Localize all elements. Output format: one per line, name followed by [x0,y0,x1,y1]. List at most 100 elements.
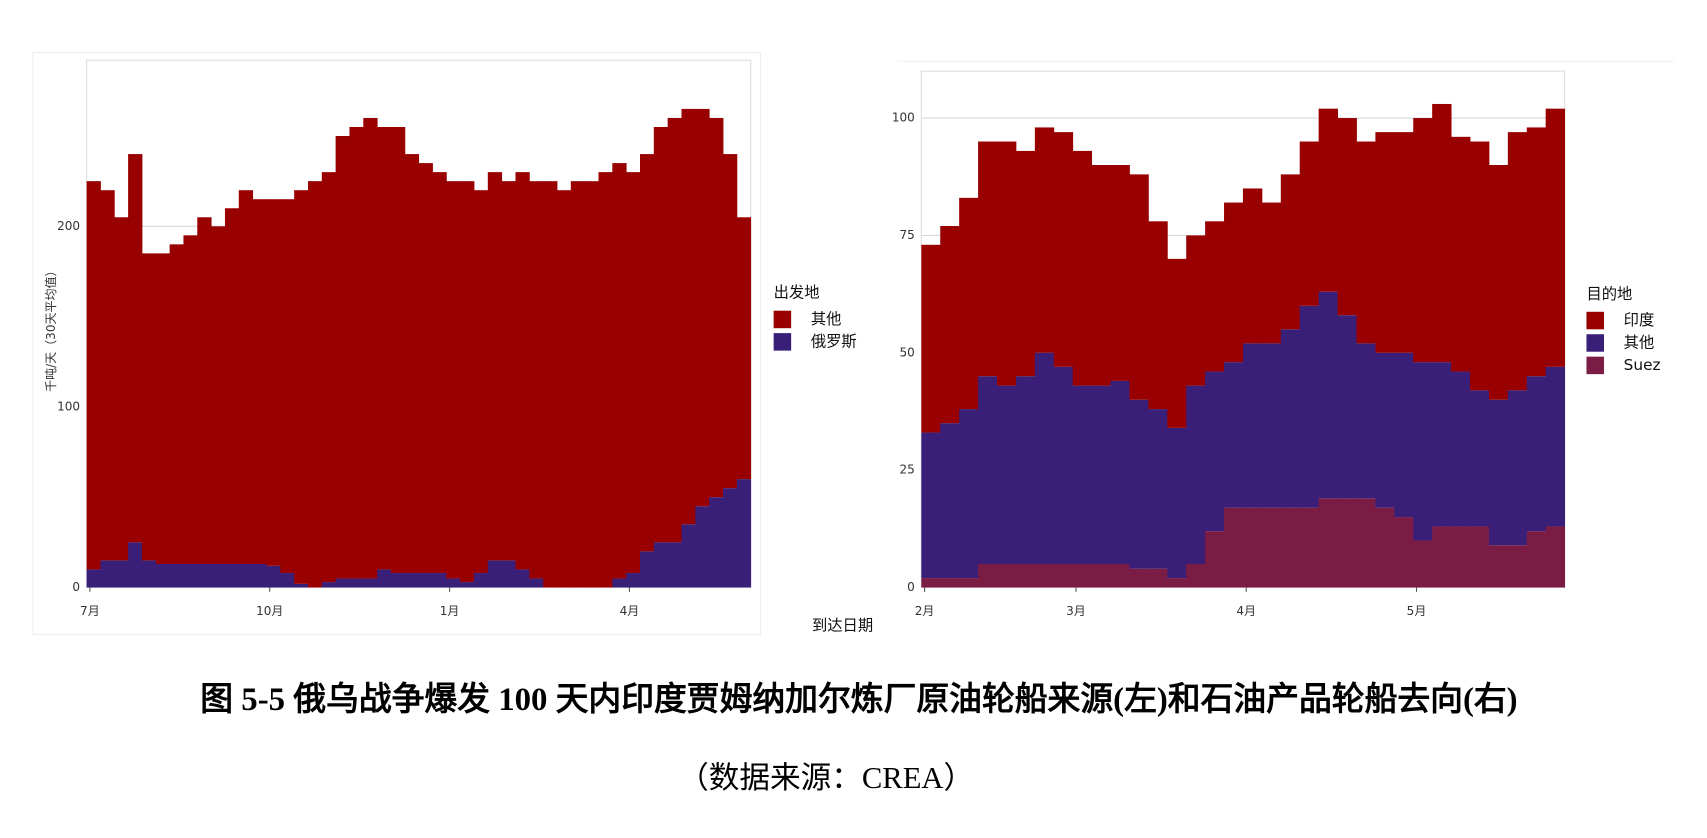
bar-segment [598,172,613,588]
y-tick-label: 0 [72,580,80,594]
bar-segment [211,226,226,564]
bar-segment [446,578,461,588]
bar-segment [501,181,516,561]
y-axis-label: 千吨/天（30天平均值） [43,264,58,391]
bar-segment [1488,164,1509,400]
bar-segment [1242,343,1263,508]
bar-segment [1053,366,1074,565]
bar-segment [238,563,254,588]
bar-segment [681,524,696,588]
bar-segment [155,253,171,564]
bar-segment [460,582,475,588]
bar-segment [1015,376,1036,565]
bar-segment [114,560,129,588]
bar-segment [1053,132,1074,367]
legend-swatch [773,333,792,351]
bar-segment [1015,564,1036,588]
legend-label: 俄罗斯 [811,332,857,350]
bar-segment [1224,507,1244,588]
bar-segment [155,563,171,588]
bar-segment [695,506,710,588]
x-tick-label: 7月 [80,604,100,618]
bar-segment [294,190,309,584]
bar-segment [1110,164,1130,381]
bar-segment [280,573,295,588]
bar-segment [1526,127,1547,377]
bar-segment [1469,526,1490,588]
legend-label: 印度 [1624,311,1655,329]
bar-segment [418,163,433,574]
bar-segment [722,154,738,489]
bar-segment [432,573,447,588]
bar-segment [377,126,392,570]
legend-label: 其他 [811,310,842,328]
y-tick-label: 25 [899,463,914,477]
bar-segment [100,560,115,588]
bar-segment [1394,352,1414,518]
bar-segment [997,141,1017,386]
bar-segment [1394,132,1414,353]
bar-segment [280,199,295,574]
y-tick-label: 50 [899,345,914,359]
bar-segment [266,565,281,588]
bar-segment [128,542,143,588]
bar-segment [1469,141,1490,391]
bar-segment [1413,362,1433,541]
bar-segment [349,126,364,579]
bar-segment [1451,526,1471,588]
bar-segment [224,208,240,564]
bar-segment [1526,531,1547,588]
x-tick-label: 4月 [1236,604,1256,618]
legend-label: 其他 [1624,333,1655,351]
bar-segment [86,569,101,588]
bar-segment [183,563,198,588]
bar-segment [1299,507,1320,588]
bar-segment [1413,540,1433,588]
bar-segment [667,542,682,588]
bar-segment [653,126,669,543]
bar-segment [626,172,641,574]
y-tick-label: 100 [57,399,80,413]
bar-segment [141,560,157,588]
legend-swatch [1586,311,1604,330]
bar-segment [1224,362,1244,508]
bar-segment [141,253,157,561]
bar-segment [1072,564,1093,588]
bar-segment [1356,343,1376,499]
bar-segment [529,181,544,579]
bar-segment [404,154,420,574]
bar-segment [978,141,998,377]
bar-segment [959,578,979,588]
bar-segment [940,578,960,588]
bar-segment [169,244,184,564]
bar-segment [1053,564,1074,588]
bar-segment [639,551,655,588]
bar-segment [1337,118,1357,316]
bar-segment [266,199,281,566]
bar-segment [1261,343,1282,508]
bar-segment [1186,385,1206,565]
bar-segment [1224,202,1244,363]
bar-segment [321,172,337,583]
x-tick-label: 3月 [1066,604,1086,618]
bar-segment [460,181,475,583]
bar-segment [294,583,309,588]
legend-title: 出发地 [774,284,820,302]
bar-segment [1034,127,1055,353]
bar-segment [639,154,655,552]
bar-segment [1261,507,1282,588]
bar-segment [1432,103,1452,363]
bar-segment [1469,390,1490,527]
bar-segment [1413,118,1433,363]
bar-segment [1318,291,1338,499]
bar-segment [1129,399,1149,569]
bar-segment [1072,385,1093,565]
bar-segment [1432,362,1452,527]
bar-segment [1488,399,1509,546]
bar-segment [487,560,503,588]
bar-segment [570,181,586,588]
bar-segment [1205,531,1225,588]
bar-segment [487,172,503,561]
y-tick-label: 0 [907,580,915,594]
bar-segment [1280,329,1301,508]
